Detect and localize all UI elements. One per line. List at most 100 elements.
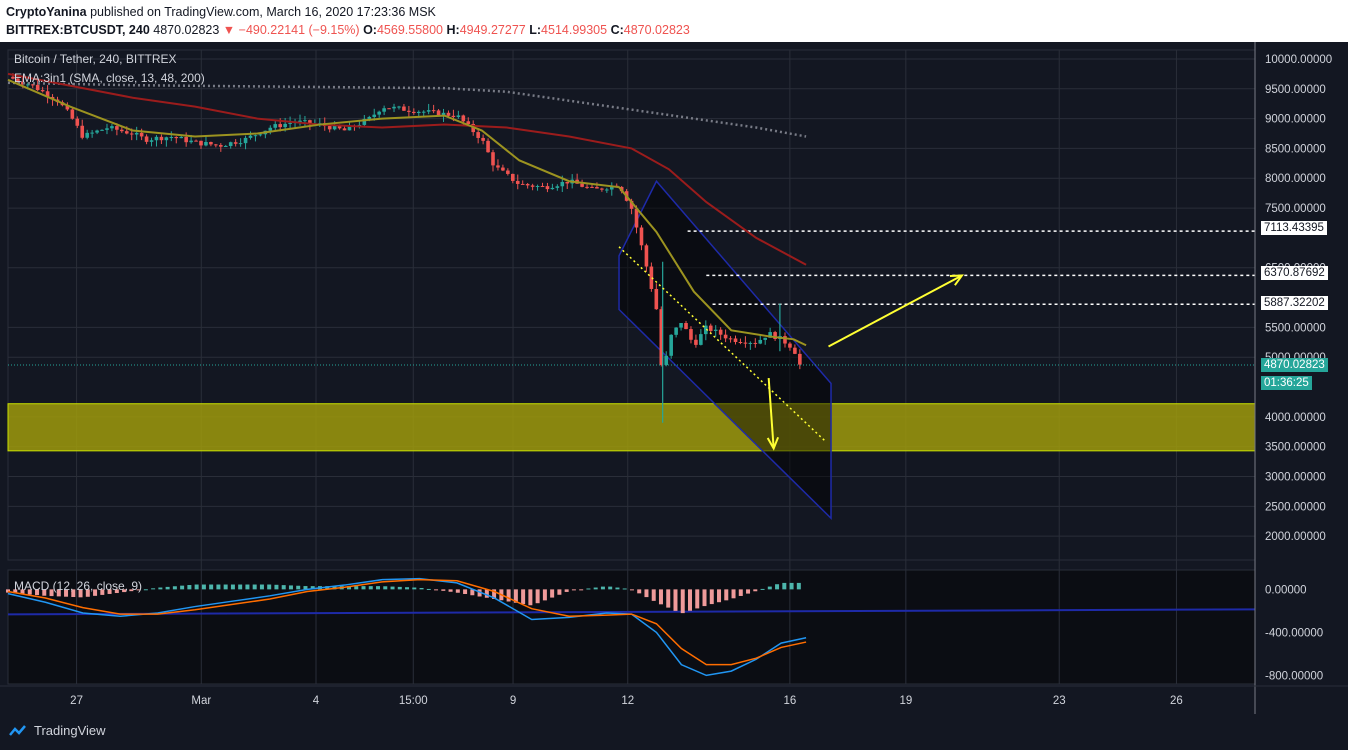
chart-grid: [7, 49, 1256, 685]
candle-body: [30, 84, 35, 86]
candle-body: [600, 188, 604, 190]
candle-body: [511, 173, 515, 181]
candle-body: [174, 137, 179, 139]
macd-hist-bar: [165, 586, 170, 590]
candle-body: [555, 186, 560, 188]
price-change: −490.22141 (−9.15%): [238, 23, 360, 37]
candle-body: [288, 122, 292, 124]
candle-body: [219, 145, 223, 147]
macd-legend[interactable]: MACD (12, 26, close, 9): [14, 579, 143, 593]
candle-body: [788, 343, 792, 348]
price-tick-label: 3000.00000: [1265, 471, 1326, 483]
candle-body: [565, 181, 570, 184]
macd-hist-bar: [448, 589, 453, 592]
candle-body: [550, 187, 555, 190]
macd-hist-bar: [20, 589, 25, 594]
candle-body: [704, 325, 708, 335]
candle-body: [520, 183, 525, 185]
candle-body: [392, 106, 396, 109]
candle-body: [436, 110, 441, 116]
macd-hist-bar: [775, 584, 780, 590]
macd-hist-bar: [383, 586, 388, 590]
macd-hist-bar: [695, 589, 700, 609]
candle-body: [25, 84, 30, 86]
macd-hist-bar: [557, 589, 562, 595]
macd-hist-bar: [56, 589, 61, 597]
candle-body: [763, 337, 768, 340]
candle-body: [214, 144, 218, 146]
macd-hist-bar: [346, 586, 351, 590]
macd-hist-bar: [658, 589, 663, 605]
macd-hist-bar: [593, 587, 598, 590]
candle-body: [773, 332, 777, 339]
candle-body: [723, 334, 728, 339]
macd-hist-bar: [644, 589, 649, 598]
close-value: 4870.02823: [623, 23, 690, 37]
horizontal-levels: [687, 230, 1255, 306]
price-chart[interactable]: 10000.00000 9500.00000 9000.00000 8500.0000…: [0, 42, 1348, 714]
author-name[interactable]: CryptoYanina: [6, 5, 87, 19]
candle-body: [491, 152, 495, 166]
price-tick-label: 3500.00000: [1265, 442, 1326, 454]
macd-hist-bar: [267, 584, 272, 590]
price-tick-label: 2000.00000: [1265, 531, 1326, 543]
candle-body: [674, 327, 678, 335]
candle-body: [560, 181, 565, 187]
price-tick-label: 4000.00000: [1265, 412, 1326, 424]
descending-channel[interactable]: [618, 179, 832, 521]
macd-hist-bar: [629, 589, 634, 591]
candle-body: [441, 112, 446, 116]
candle-body: [669, 334, 673, 356]
macd-hist-bar: [463, 589, 468, 594]
candle-body: [421, 111, 426, 113]
price-tick-label: 7500.00000: [1265, 203, 1326, 215]
tradingview-logo[interactable]: TradingView: [8, 723, 106, 738]
candle-body: [179, 137, 184, 139]
macd-hist-bar: [434, 589, 439, 591]
macd-hist-bar: [180, 585, 185, 590]
candle-body: [501, 167, 505, 171]
macd-hist-bar: [361, 586, 366, 590]
macd-hist-bar: [151, 588, 156, 590]
candle-body: [134, 132, 139, 135]
candle-body: [768, 332, 772, 338]
macd-hist-bar: [71, 589, 76, 598]
macd-hist-bar: [13, 589, 18, 594]
time-tick-label: 26: [1170, 695, 1183, 707]
macd-hist-bar: [158, 587, 163, 590]
macd-zero-line: [7, 608, 1256, 616]
ema-legend[interactable]: EMA:3in1 (SMA, close, 13, 48, 200): [14, 71, 205, 85]
candle-body: [303, 120, 307, 122]
publish-info: CryptoYanina published on TradingView.co…: [6, 5, 436, 19]
macd-hist-bar: [746, 589, 751, 594]
macd-hist-bar: [288, 585, 293, 590]
time-tick-label: 27: [70, 695, 83, 707]
candle-body: [713, 329, 718, 331]
candle-body: [337, 125, 342, 129]
candle-body: [689, 329, 693, 340]
candle-body: [798, 353, 802, 365]
down-triangle-icon: ▼: [222, 23, 236, 37]
candle-body: [347, 125, 352, 131]
candle-body: [372, 114, 377, 117]
macd-hist-bar: [107, 589, 112, 594]
macd-hist-bar: [535, 589, 540, 604]
support-zone[interactable]: [7, 403, 1256, 452]
high-value: 4949.27277: [459, 23, 526, 37]
macd-hist-bar: [252, 584, 257, 590]
candle-body: [159, 136, 164, 141]
signal-line: [7, 578, 807, 666]
footer: TradingView: [0, 714, 1348, 750]
macd-hist-bar: [673, 589, 678, 611]
macd-hist-bar: [506, 589, 511, 602]
level-tag-2: 6370.87692: [1261, 266, 1328, 280]
candle-body: [16, 78, 20, 82]
macd-hist-bar: [564, 589, 569, 592]
symbol-legend[interactable]: Bitcoin / Tether, 240, BITTREX: [14, 52, 177, 66]
macd-hist-bar: [35, 589, 40, 596]
candle-body: [609, 185, 614, 190]
macd-hist-bar: [6, 589, 10, 593]
candle-body: [278, 124, 282, 128]
candle-body: [154, 136, 159, 141]
macd-hist-bar: [114, 589, 119, 594]
